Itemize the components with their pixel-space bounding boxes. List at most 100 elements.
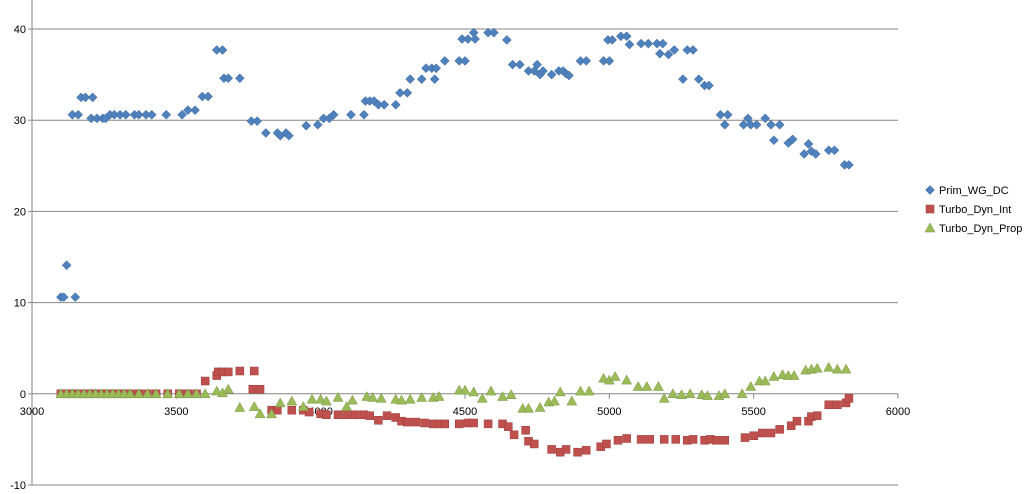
- data-point: [306, 393, 318, 404]
- data-point: [182, 388, 194, 399]
- data-point: [254, 408, 266, 419]
- data-point: [374, 415, 383, 425]
- data-point: [509, 430, 519, 440]
- data-point: [332, 391, 344, 402]
- data-point: [416, 74, 427, 85]
- data-point: [829, 145, 840, 156]
- data-point: [346, 394, 358, 405]
- data-point: [286, 395, 298, 406]
- data-point: [844, 394, 854, 403]
- data-point: [663, 49, 674, 60]
- data-point: [403, 417, 412, 427]
- data-point: [598, 372, 609, 383]
- data-point: [654, 48, 665, 59]
- data-point: [704, 80, 714, 91]
- data-point: [507, 59, 518, 70]
- data-point: [671, 435, 680, 444]
- data-point: [252, 116, 263, 126]
- data-point: [538, 66, 548, 76]
- data-series: [55, 27, 854, 457]
- data-point: [766, 119, 776, 130]
- data-point: [787, 134, 798, 145]
- data-point: [61, 260, 72, 271]
- data-point: [463, 34, 473, 44]
- data-point: [469, 418, 478, 428]
- data-point: [382, 411, 392, 420]
- data-point: [749, 431, 758, 441]
- data-point: [609, 370, 621, 381]
- x-tick-label: 4500: [453, 406, 477, 418]
- data-point: [799, 149, 810, 159]
- legend-item: Turbo_Dyn_Int: [925, 204, 1011, 216]
- data-point: [485, 385, 497, 396]
- data-point: [211, 385, 223, 396]
- data-point: [433, 391, 445, 401]
- data-point: [248, 401, 260, 411]
- data-point: [150, 388, 162, 399]
- data-point: [645, 435, 654, 444]
- data-point: [722, 109, 733, 120]
- data-point: [284, 130, 294, 141]
- data-point: [439, 56, 450, 66]
- data-point: [234, 73, 245, 84]
- legend-item: Turbo_Dyn_Prop: [924, 222, 1022, 235]
- y-tick-label: 0: [20, 389, 26, 401]
- y-tick-label: -10: [10, 480, 26, 492]
- data-point: [287, 405, 297, 415]
- data-point: [766, 428, 776, 438]
- data-point: [652, 380, 664, 391]
- data-point: [342, 410, 351, 420]
- data-point: [260, 128, 271, 138]
- legend-label: Turbo_Dyn_Int: [939, 204, 1011, 216]
- data-point: [824, 400, 833, 409]
- data-point: [602, 439, 611, 449]
- data-point: [659, 435, 669, 444]
- data-point: [788, 370, 800, 380]
- data-point: [768, 370, 780, 381]
- data-point: [811, 362, 823, 373]
- x-tick-label: 3000: [20, 406, 44, 418]
- data-point: [379, 99, 390, 110]
- y-tick-label: 30: [14, 115, 26, 127]
- data-point: [632, 380, 644, 391]
- data-point: [621, 374, 633, 385]
- data-point: [341, 401, 353, 411]
- data-point: [786, 421, 796, 430]
- legend-marker: [925, 185, 935, 195]
- legend-item: Prim_WG_DC: [925, 185, 1009, 197]
- data-point: [375, 392, 387, 403]
- data-point: [693, 74, 704, 85]
- series-Prim_WG_DC: [56, 27, 854, 302]
- data-point: [396, 394, 407, 405]
- data-point: [460, 56, 470, 66]
- data-point: [769, 135, 779, 146]
- data-point: [521, 426, 530, 435]
- data-point: [613, 436, 623, 445]
- x-tick-label: 5000: [597, 406, 621, 418]
- data-point: [470, 34, 480, 44]
- data-point: [162, 388, 174, 399]
- data-point: [566, 395, 578, 406]
- data-point: [759, 375, 771, 386]
- data-point: [454, 419, 464, 429]
- data-point: [133, 388, 145, 399]
- data-point: [120, 109, 131, 120]
- data-point: [688, 45, 698, 55]
- data-point: [702, 390, 713, 400]
- x-tick-label: 6000: [886, 406, 910, 418]
- data-point: [669, 45, 680, 55]
- data-point: [80, 92, 91, 103]
- data-point: [224, 367, 233, 377]
- data-point: [549, 395, 560, 406]
- data-point: [719, 119, 730, 130]
- data-point: [504, 422, 513, 431]
- data-point: [200, 376, 210, 386]
- data-point: [222, 383, 234, 394]
- data-point: [250, 366, 259, 376]
- data-point: [266, 408, 278, 419]
- data-point: [736, 388, 748, 399]
- data-point: [395, 87, 405, 98]
- data-point: [667, 388, 679, 399]
- data-point: [581, 446, 591, 455]
- data-point: [622, 434, 631, 443]
